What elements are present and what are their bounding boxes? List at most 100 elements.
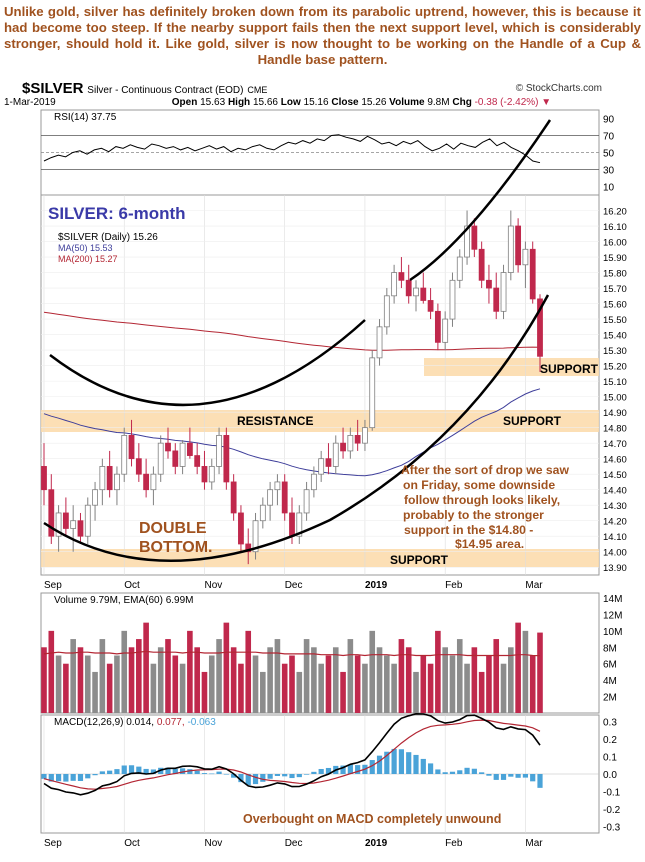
- candle-body: [186, 442, 193, 456]
- price-tick-label: 14.20: [603, 517, 627, 528]
- volume-bar: [70, 639, 76, 713]
- volume-tick-label: 8M: [603, 643, 617, 654]
- x-tick-label-macd: Feb: [445, 838, 463, 849]
- candle-body: [369, 357, 376, 429]
- volume-bar: [216, 639, 222, 713]
- price-tick-label: 14.40: [603, 486, 627, 497]
- macd-histogram-bar: [121, 765, 127, 774]
- volume-bar: [325, 655, 332, 713]
- volume-bar: [92, 671, 98, 713]
- volume-bar: [77, 647, 84, 713]
- macd-histogram-bar: [143, 768, 149, 774]
- macd-histogram-bar: [471, 768, 477, 774]
- macd-histogram-bar: [457, 770, 463, 774]
- price-tick-label: 15.70: [603, 284, 627, 295]
- volume-bar: [311, 647, 317, 713]
- volume-bar: [420, 655, 427, 713]
- candle-body: [201, 466, 208, 483]
- support-zone-low: [41, 549, 599, 567]
- volume-bar: [464, 663, 470, 713]
- drop-note: After the sort of drop we saw on Friday,…: [401, 463, 569, 551]
- price-tick-label: 15.90: [603, 253, 627, 264]
- volume-bar: [500, 663, 507, 713]
- price-tick-label: 15.40: [603, 331, 627, 342]
- price-tick-label: 15.00: [603, 393, 627, 404]
- rsi-tick-label: 30: [603, 166, 615, 177]
- annotation-top: Unlike gold, silver has definitely broke…: [4, 4, 641, 67]
- macd-tick-label: -0.2: [603, 805, 621, 816]
- ma50-line: [43, 388, 541, 477]
- macd-histogram-bar: [216, 771, 222, 774]
- candle-body: [143, 473, 150, 491]
- candle-body: [223, 435, 230, 483]
- legend-ma50: MA(50) 15.53: [58, 243, 113, 253]
- x-tick-label-price: Nov: [204, 580, 222, 591]
- candle-body: [391, 272, 398, 297]
- quote-date: 1-Mar-2019: [4, 97, 56, 108]
- stockcharts-brand: © StockCharts.com: [515, 83, 602, 94]
- x-tick-label-macd: Nov: [204, 838, 222, 849]
- candle-body: [442, 318, 449, 343]
- candle-body: [259, 504, 266, 522]
- symbol: $SILVER: [22, 80, 84, 97]
- volume-bar: [369, 630, 376, 713]
- macd-histogram-bar: [260, 774, 266, 782]
- candle-body: [515, 225, 522, 266]
- legend-ma200: MA(200) 15.27: [58, 254, 118, 264]
- macd-histogram-bar: [165, 767, 171, 774]
- price-tick-label: 14.30: [603, 501, 627, 512]
- macd-histogram-bar: [537, 774, 543, 788]
- low-value: 15.16: [303, 97, 329, 108]
- volume-bar: [223, 622, 230, 713]
- price-tick-label: 14.90: [603, 408, 627, 419]
- macd-histogram-bar: [194, 770, 200, 774]
- macd-histogram-bar: [384, 751, 390, 774]
- drop-note-line-6: $14.95 area.: [455, 537, 524, 551]
- x-tick-label-macd: Mar: [525, 838, 543, 849]
- candle-body: [121, 435, 128, 475]
- candle-body: [274, 481, 281, 491]
- candle-body: [464, 225, 470, 258]
- volume-bar: [143, 622, 149, 713]
- volume-bar: [376, 647, 383, 713]
- volume-bar: [245, 630, 252, 713]
- candle-body: [362, 427, 368, 444]
- candle-body: [106, 466, 113, 491]
- candle-body: [48, 489, 55, 537]
- macd-histogram-bar: [486, 774, 492, 776]
- label-support-low: SUPPORT: [390, 553, 449, 567]
- macd-histogram-bar: [311, 771, 317, 774]
- candle-body: [92, 489, 98, 506]
- candle-body: [449, 279, 456, 320]
- macd-histogram-bar: [107, 770, 113, 774]
- candle-body: [194, 455, 201, 467]
- price-tick-label: 14.80: [603, 424, 627, 435]
- candle-body: [114, 473, 120, 491]
- high-value: 15.66: [252, 97, 278, 108]
- price-tick-label: 16.00: [603, 238, 627, 249]
- candle-body: [340, 442, 346, 452]
- macd-histogram-bar: [296, 774, 302, 778]
- macd-tick-label: 0.0: [603, 770, 617, 781]
- drop-note-line-5: support in the $14.80 -: [404, 523, 533, 537]
- macd-histogram-bar: [172, 768, 178, 774]
- macd-signal-line: [43, 719, 541, 790]
- support-zone-upper: [424, 358, 599, 376]
- price-tick-label: 15.60: [603, 300, 627, 311]
- macd-histogram-bar: [464, 767, 470, 774]
- macd-histogram-bar: [55, 774, 62, 782]
- candle-body: [99, 466, 106, 491]
- macd-histogram-bar: [150, 769, 157, 774]
- volume-bar: [354, 655, 361, 713]
- volume-bar: [435, 630, 441, 713]
- macd-histogram-bar: [41, 774, 47, 779]
- volume-bar: [172, 655, 179, 713]
- quote-line: 1-Mar-2019 Open 15.63 High 15.66 Low 15.…: [4, 97, 604, 108]
- macd-histogram-bar: [136, 766, 142, 774]
- upper-channel-line: [409, 119, 552, 282]
- macd-histogram-bar: [522, 774, 529, 778]
- macd-histogram-bar: [340, 765, 346, 774]
- candle-body: [398, 272, 405, 281]
- macd-tick-label: 0.3: [603, 717, 617, 728]
